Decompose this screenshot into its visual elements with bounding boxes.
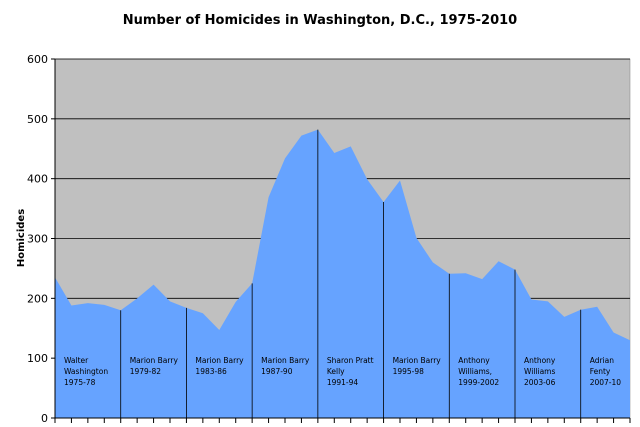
y-tick-label: 400 [27,173,48,186]
term-label: Marion Barry 1983-86 [195,356,244,376]
y-tick-label: 0 [41,412,48,425]
term-label: Sharon Pratt Kelly 1991-94 [327,356,374,387]
y-axis-label: Homicides [16,209,27,267]
y-tick-label: 300 [27,233,48,246]
term-label: Anthony Williams, 1999-2002 [458,356,499,387]
term-label: Marion Barry 1987-90 [261,356,310,376]
term-labels: Walter Washington 1975-78 Marion Barry 1979-… [64,356,621,387]
area-series [55,129,630,418]
term-label: Marion Barry 1979-82 [130,356,179,376]
area-fill [55,129,630,418]
y-ticks: 0 100 200 300 400 500 600 [27,53,55,425]
y-tick-label: 600 [27,53,48,66]
term-label: Adrian Fenty 2007-10 [590,356,622,387]
y-tick-label: 200 [27,292,48,305]
term-label: Walter Washington 1975-78 [64,356,108,387]
chart-title: Number of Homicides in Washington, D.C.,… [123,13,517,28]
y-tick-label: 500 [27,113,48,126]
term-label: Anthony Williams 2003-06 [524,356,556,387]
term-dividers [120,129,582,418]
y-tick-label: 100 [27,352,48,365]
term-label: Marion Barry 1995-98 [393,356,442,376]
x-ticks [54,418,631,423]
